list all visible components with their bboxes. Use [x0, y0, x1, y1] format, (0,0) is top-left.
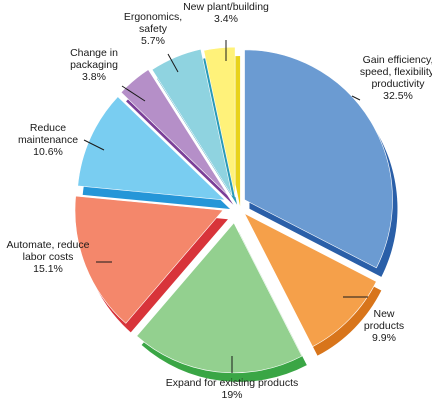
- slice-label: safety: [139, 23, 168, 35]
- slice-value-label: 10.6%: [33, 146, 63, 158]
- slice-value-label: 3.4%: [214, 13, 238, 25]
- slice-label: Ergonomics,: [124, 11, 182, 23]
- leader-line: [167, 53, 179, 73]
- pie-slice: [203, 46, 236, 198]
- slice-label: New: [373, 308, 394, 320]
- slice-label: labor costs: [23, 251, 74, 263]
- pie-slice: [120, 69, 229, 196]
- slice-label: Reduce: [30, 122, 66, 134]
- pie-slice: [244, 49, 393, 269]
- pie-slice: [243, 212, 377, 348]
- slice-value-label: 15.1%: [33, 263, 63, 275]
- pie-slice: [74, 195, 224, 324]
- slice-value-label: 9.9%: [372, 332, 396, 344]
- pie-slice: [151, 48, 233, 196]
- slice-label: Expand for existing products: [166, 377, 299, 389]
- slice-label: Gain efficiency,: [363, 54, 432, 66]
- slice-value-label: 5.7%: [141, 35, 165, 47]
- slice-label: products: [364, 320, 404, 332]
- slice-label: packaging: [70, 59, 118, 71]
- slice-label: productivity: [371, 78, 425, 90]
- slice-value-label: 32.5%: [383, 90, 413, 102]
- pie-slice: [136, 222, 303, 374]
- leader-line: [351, 95, 361, 101]
- leader-line: [83, 139, 105, 151]
- leader-line: [121, 85, 146, 102]
- slice-label: New plant/building: [183, 1, 269, 13]
- slice-label: maintenance: [18, 134, 78, 146]
- slice-label: speed, flexibility,: [360, 66, 432, 78]
- slice-value-label: 3.8%: [82, 71, 106, 83]
- slice-label: Change in: [70, 47, 118, 59]
- slice-value-label: 19%: [221, 389, 242, 401]
- pie-slice: [77, 96, 226, 201]
- slice-label: Automate, reduce: [7, 239, 90, 251]
